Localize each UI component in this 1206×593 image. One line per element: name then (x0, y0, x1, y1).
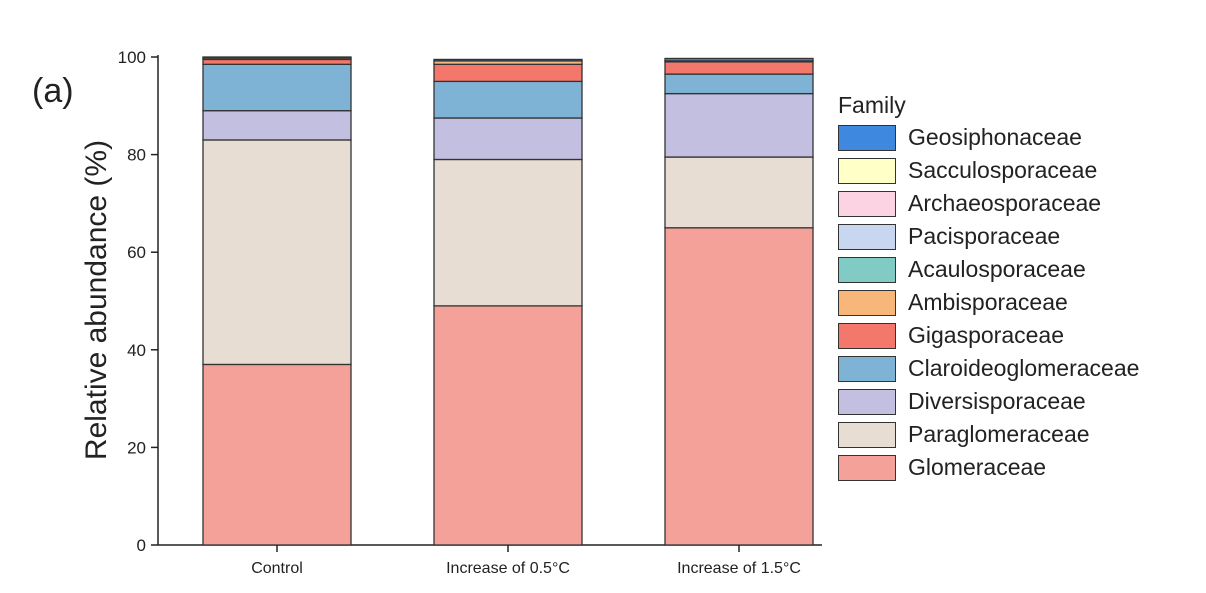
legend-label: Acaulosporaceae (908, 256, 1086, 282)
legend: Family Geosiphonaceae Sacculosporaceae Arc… (838, 92, 1139, 484)
legend-item: Claroideoglomeraceae (838, 352, 1139, 385)
legend-item: Geosiphonaceae (838, 121, 1139, 154)
legend-label: Paraglomeraceae (908, 421, 1090, 447)
legend-swatch (838, 355, 896, 382)
bar-segment (202, 363, 352, 546)
legend-label: Pacisporaceae (908, 223, 1061, 249)
bar-segment (202, 63, 352, 112)
legend-label: Diversisporaceae (908, 388, 1086, 414)
y-tick-label: 100 (118, 48, 146, 67)
x-tick-label: Control (251, 560, 303, 577)
legend-swatch (838, 157, 896, 184)
legend-item: Gigasporaceae (838, 319, 1139, 352)
y-tick-label: 80 (127, 146, 146, 165)
legend-swatch (838, 256, 896, 283)
bar-segment (433, 63, 583, 83)
legend-item: Paraglomeraceae (838, 418, 1139, 451)
legend-items: Geosiphonaceae Sacculosporaceae Archaeospo… (838, 121, 1139, 484)
y-tick-label: 40 (127, 341, 146, 360)
bar-segment (433, 305, 583, 546)
bar-segment (202, 110, 352, 141)
legend-label: Archaeosporaceae (908, 190, 1102, 216)
legend-item: Archaeosporaceae (838, 187, 1139, 220)
legend-item: Ambisporaceae (838, 286, 1139, 319)
legend-label: Glomeraceae (908, 454, 1047, 480)
legend-swatch (838, 421, 896, 448)
bar-segment (433, 117, 583, 161)
legend-label: Claroideoglomeraceae (908, 355, 1140, 381)
legend-swatch (838, 190, 896, 217)
bar-segment (664, 92, 814, 158)
bar-segment (664, 156, 814, 229)
legend-item: Diversisporaceae (838, 385, 1139, 418)
legend-swatch (838, 388, 896, 415)
legend-swatch (838, 223, 896, 250)
legend-swatch (838, 322, 896, 349)
legend-label: Sacculosporaceae (908, 157, 1098, 183)
bar-segment (664, 57, 814, 62)
legend-item: Acaulosporaceae (838, 253, 1139, 286)
y-tick-label: 20 (127, 438, 146, 457)
bar-segment (433, 58, 583, 62)
y-tick-label: 60 (127, 243, 146, 262)
bar-segment (433, 80, 583, 119)
panel-label: (a) (32, 72, 74, 110)
bar-segment (202, 139, 352, 366)
y-tick-label: 0 (137, 536, 146, 555)
bar-segment (433, 158, 583, 307)
legend-item: Pacisporaceae (838, 220, 1139, 253)
legend-label: Ambisporaceae (908, 289, 1068, 315)
legend-item: Glomeraceae (838, 451, 1139, 484)
legend-swatch (838, 454, 896, 481)
legend-label: Gigasporaceae (908, 322, 1064, 348)
bar-segment (664, 227, 814, 546)
legend-swatch (838, 124, 896, 151)
bar-segment (202, 56, 352, 59)
bar-segment (202, 58, 352, 65)
legend-item: Sacculosporaceae (838, 154, 1139, 187)
bar-segment (664, 73, 814, 95)
legend-label: Geosiphonaceae (908, 124, 1082, 150)
legend-title: Family (838, 92, 906, 118)
x-tick-label: Increase of 0.5°C (446, 560, 570, 577)
legend-swatch (838, 289, 896, 316)
x-tick-label: Increase of 1.5°C (677, 560, 801, 577)
bar-segment (664, 61, 814, 75)
